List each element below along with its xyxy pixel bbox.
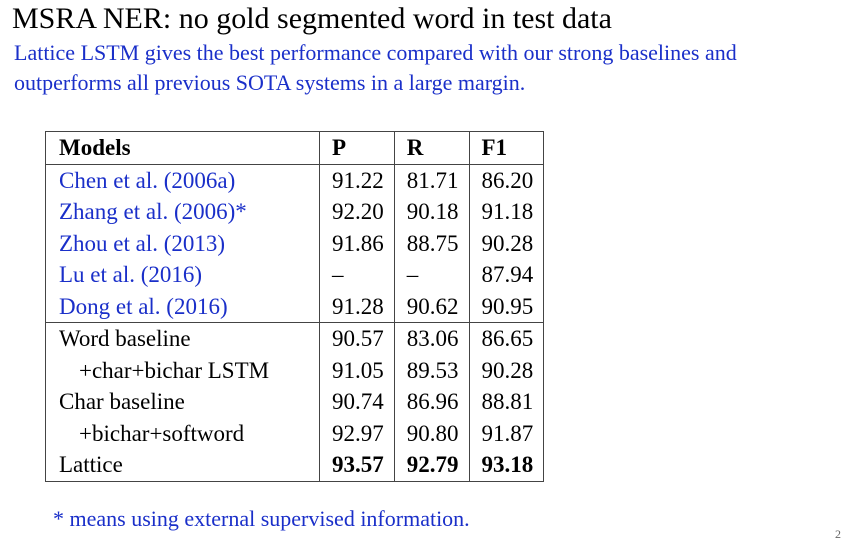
recall-cell: – [393, 259, 469, 291]
slide-subtitle: Lattice LSTM gives the best performance … [14, 40, 737, 95]
precision-cell: 93.57 [319, 449, 395, 481]
f1-cell: 88.81 [468, 386, 544, 418]
recall-cell: 90.62 [393, 290, 469, 323]
recall-cell: 81.71 [393, 164, 469, 196]
precision-cell: 91.86 [319, 227, 395, 259]
header-models: Models [45, 131, 320, 165]
table-row: Chen et al. (2006a) 91.22 81.71 86.20 [46, 164, 544, 196]
table-row: Zhou et al. (2013) 91.86 88.75 90.28 [46, 227, 544, 259]
precision-cell: 91.05 [319, 354, 395, 386]
table-row: Dong et al. (2016) 91.28 90.62 90.95 [46, 290, 544, 323]
table-header-row: Models P R F1 [45, 131, 544, 165]
f1-cell: 86.20 [468, 164, 544, 196]
model-name: Zhang et al. (2006)* [59, 199, 247, 225]
recall-cell: 90.18 [393, 196, 469, 228]
recall-cell: 92.79 [393, 449, 469, 481]
precision-cell: 92.20 [319, 196, 395, 228]
table-row: +bichar+softword 92.97 90.80 91.87 [46, 417, 544, 449]
page-number: 2 [835, 527, 841, 541]
recall-cell: 83.06 [393, 322, 469, 355]
f1-cell: 90.28 [468, 227, 544, 259]
model-name: Lattice [59, 452, 123, 478]
precision-cell: 90.57 [319, 322, 395, 355]
f1-cell: 91.18 [468, 196, 544, 228]
model-name: Lu et al. (2016) [59, 262, 203, 288]
table-row: Lattice 93.57 92.79 93.18 [46, 449, 544, 481]
f1-cell: 90.95 [468, 290, 544, 323]
table-row: Zhang et al. (2006)* 92.20 90.18 91.18 [46, 196, 544, 228]
header-p: P [319, 131, 395, 165]
recall-cell: 89.53 [393, 354, 469, 386]
footnote: * means using external supervised inform… [53, 506, 470, 531]
f1-cell: 87.94 [468, 259, 544, 291]
precision-cell: 91.22 [319, 164, 395, 196]
model-name: Chen et al. (2006a) [59, 167, 236, 193]
model-name: Word baseline [45, 322, 320, 355]
header-r: R [393, 131, 469, 165]
recall-cell: 86.96 [393, 386, 469, 418]
slide-title: MSRA NER: no gold segmented word in test… [12, 2, 612, 35]
f1-cell: 86.65 [468, 322, 544, 355]
recall-cell: 88.75 [393, 227, 469, 259]
f1-cell: 93.18 [468, 449, 544, 481]
table-row: Word baseline 90.57 83.06 86.65 [45, 322, 544, 355]
recall-cell: 90.80 [393, 417, 469, 449]
f1-cell: 90.28 [468, 354, 544, 386]
model-name: Dong et al. (2016) [59, 293, 228, 319]
precision-cell: 92.97 [319, 417, 395, 449]
table-row: Lu et al. (2016) – – 87.94 [46, 259, 544, 291]
model-name: Zhou et al. (2013) [59, 230, 226, 256]
model-name: +bichar+softword [79, 420, 245, 446]
header-f1: F1 [468, 131, 544, 165]
f1-cell: 91.87 [468, 417, 544, 449]
model-name: Char baseline [59, 389, 185, 415]
precision-cell: 90.74 [319, 386, 395, 418]
precision-cell: 91.28 [319, 290, 395, 323]
precision-cell: – [319, 259, 395, 291]
model-name: +char+bichar LSTM [79, 357, 270, 383]
table-row: +char+bichar LSTM 91.05 89.53 90.28 [46, 354, 544, 386]
results-table: Models P R F1 Chen et al. (2006a) 91.22 … [45, 131, 545, 482]
table-row: Char baseline 90.74 86.96 88.81 [46, 386, 544, 418]
